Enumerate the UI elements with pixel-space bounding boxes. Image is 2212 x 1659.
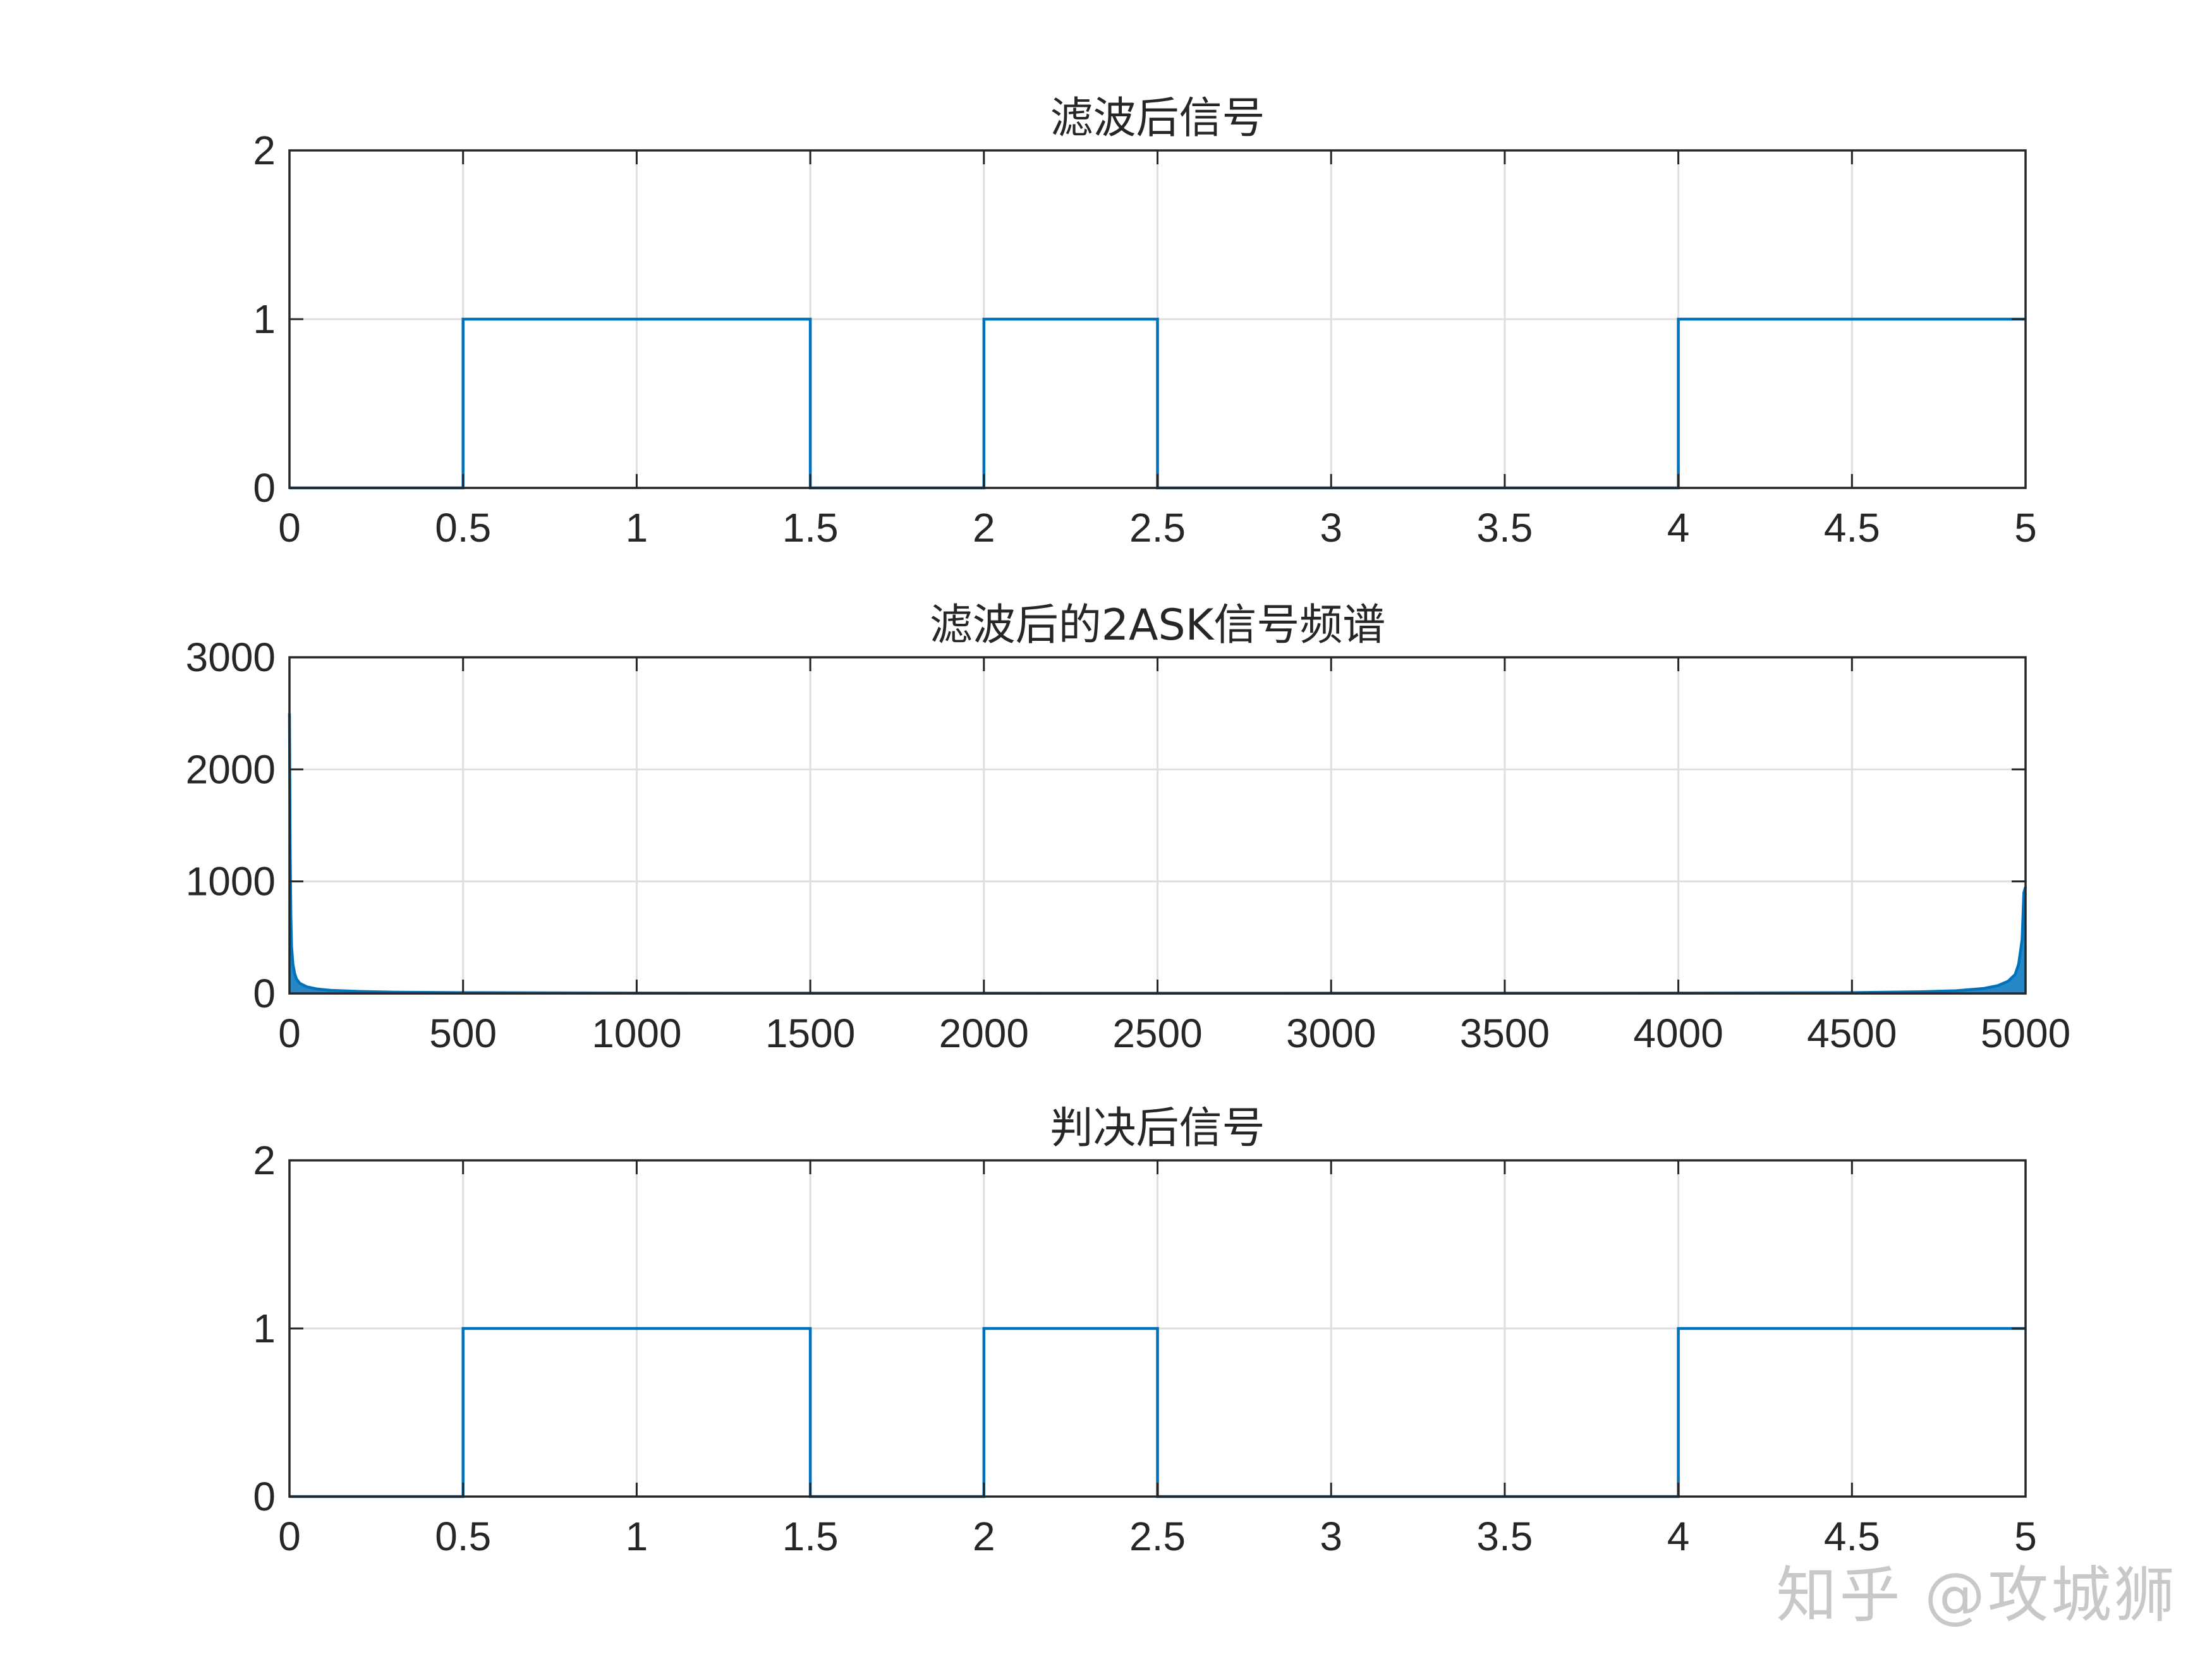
y-tick-label: 2	[253, 1138, 276, 1183]
subplot-title: 滤波后的2ASK信号频谱	[930, 600, 1386, 650]
x-tick-label: 4500	[1807, 1011, 1897, 1056]
x-tick-label: 500	[429, 1011, 497, 1056]
x-tick-label: 5	[2014, 505, 2037, 550]
y-tick-label: 1000	[186, 859, 276, 904]
x-tick-label: 2000	[939, 1011, 1029, 1056]
x-tick-label: 3500	[1460, 1011, 1550, 1056]
data-line-series-1	[289, 317, 2026, 490]
x-tick-label: 0.5	[435, 505, 491, 550]
x-tick-label: 0	[278, 1514, 301, 1559]
x-tick-label: 1.5	[782, 505, 839, 550]
x-tick-label: 3.5	[1476, 1514, 1533, 1559]
watermark: 知乎 @攻城狮	[1776, 1560, 2177, 1631]
x-tick-label: 2.5	[1129, 505, 1186, 550]
x-tick-label: 2	[973, 1514, 995, 1559]
x-tick-label: 2500	[1112, 1011, 1202, 1056]
x-tick-label: 4	[1667, 1514, 1690, 1559]
data-line-series-1	[289, 1327, 2026, 1498]
x-tick-label: 4	[1667, 505, 1690, 550]
x-tick-label: 3.5	[1476, 505, 1533, 550]
subplot-title: 判决后信号	[1050, 1103, 1265, 1153]
x-tick-label: 1	[626, 505, 648, 550]
x-tick-label: 0	[278, 505, 301, 550]
y-tick-label: 1	[253, 1306, 276, 1351]
x-tick-label: 3000	[1286, 1011, 1376, 1056]
y-tick-label: 2000	[186, 746, 276, 792]
x-tick-label: 3	[1320, 1514, 1342, 1559]
y-tick-label: 1	[253, 296, 276, 342]
x-tick-label: 3	[1320, 505, 1342, 550]
x-tick-label: 0	[278, 1011, 301, 1056]
x-tick-label: 2	[973, 505, 995, 550]
x-tick-label: 1500	[765, 1011, 855, 1056]
x-tick-label: 0.5	[435, 1514, 491, 1559]
y-tick-label: 0	[253, 1474, 276, 1519]
y-tick-label: 2	[253, 128, 276, 173]
x-tick-label: 1.5	[782, 1514, 839, 1559]
y-tick-label: 3000	[186, 635, 276, 680]
subplot-2: 0 500 1000 1500 2000 2500 3000 3500 4000 4500 5000…	[186, 600, 2071, 1056]
subplot-1: 0 0.5 1 1.5 2 2.5 3 3.5 4 4.5 5 0 1 2 滤波后信号	[253, 94, 2036, 550]
subplot-3: 0 0.5 1 1.5 2 2.5 3 3.5 4 4.5 5 0 1 2 判决后信号	[253, 1103, 2036, 1559]
y-tick-label: 0	[253, 971, 276, 1016]
subplot-title: 滤波后信号	[1050, 94, 1265, 143]
x-tick-label: 1000	[592, 1011, 681, 1056]
y-tick-label: 0	[253, 465, 276, 511]
x-tick-label: 1	[626, 1514, 648, 1559]
x-tick-label: 4000	[1633, 1011, 1723, 1056]
x-tick-label: 2.5	[1129, 1514, 1186, 1559]
x-tick-label: 5000	[1981, 1011, 2070, 1056]
x-tick-label: 4.5	[1824, 1514, 1880, 1559]
x-tick-label: 5	[2014, 1514, 2037, 1559]
x-tick-label: 4.5	[1824, 505, 1880, 550]
